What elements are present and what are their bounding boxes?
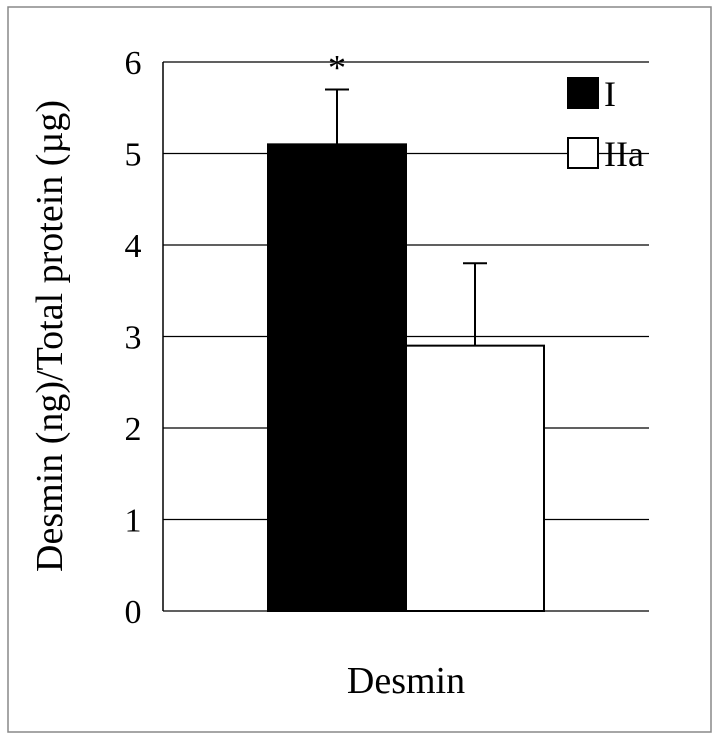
y-tick-labels: 0 1 2 3 4 5 6	[125, 45, 142, 631]
y-tick-label: 4	[125, 228, 142, 265]
significance-asterisk: *	[328, 47, 346, 87]
y-tick-label: 3	[125, 320, 142, 357]
error-bars	[325, 88, 487, 346]
legend-swatch-iia	[567, 137, 599, 169]
y-tick-label: 5	[125, 137, 142, 174]
legend-label-i: I	[604, 74, 616, 114]
legend-label-iia: IIa	[604, 134, 644, 174]
y-tick-label: 0	[125, 594, 142, 631]
y-tick-label: 6	[125, 45, 142, 82]
bar-i	[267, 143, 407, 612]
legend-swatch-i	[567, 77, 599, 109]
bars	[267, 143, 545, 612]
y-tick-label: 2	[125, 411, 142, 448]
y-tick-label: 1	[125, 503, 142, 540]
y-axis-label: Desmin (ng)/Total protein (µg)	[29, 100, 71, 572]
x-axis-category-label: Desmin	[347, 660, 465, 702]
bar-iia	[405, 344, 545, 612]
legend: I IIa	[567, 74, 644, 174]
significance-markers: *	[328, 47, 346, 87]
